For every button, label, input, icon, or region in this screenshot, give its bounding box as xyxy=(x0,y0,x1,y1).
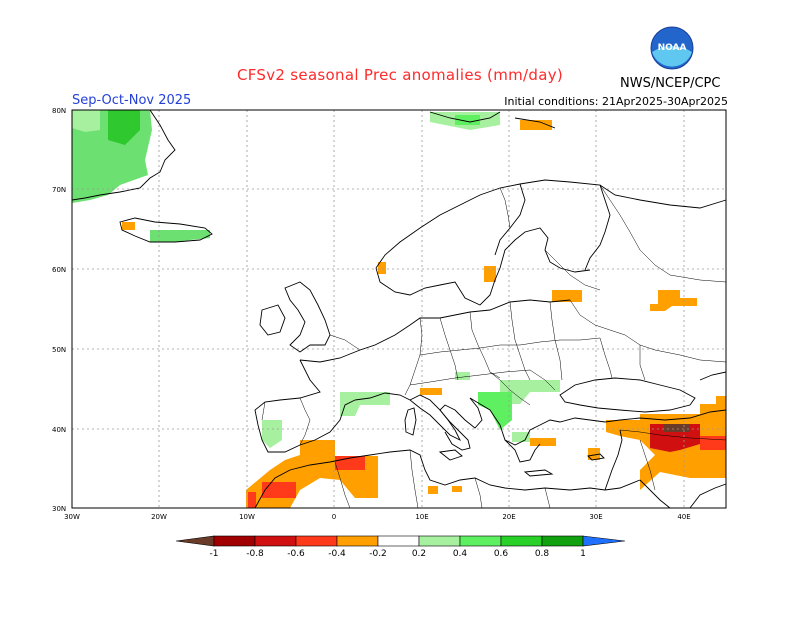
credit-label: NWS/NCEP/CPC xyxy=(620,76,721,91)
morocco-dry-core-3 xyxy=(248,492,256,508)
colorbar-bin-0 xyxy=(213,535,256,547)
lon-tick-20w: 20W xyxy=(151,513,167,521)
colorbar-bin-4 xyxy=(377,535,420,547)
map-background xyxy=(72,110,726,508)
libya-dry-spot-2 xyxy=(452,486,462,492)
colorbar-bin-8 xyxy=(541,535,584,547)
colorbar-bin-7 xyxy=(500,535,543,547)
greece-wet xyxy=(512,432,530,442)
greenland-wet-edge xyxy=(72,110,100,132)
cyprus-dry-spot xyxy=(588,448,600,460)
logo-text: NOAA xyxy=(658,43,687,53)
colorbar-bin-1 xyxy=(254,535,297,547)
baltic-dry xyxy=(552,290,582,302)
anomaly-shading xyxy=(72,110,726,508)
lat-ticks: 80N 70N 60N 50N 40N 30N xyxy=(52,107,66,513)
france-south-wet xyxy=(340,392,390,416)
alps-wet xyxy=(455,372,470,380)
colorbar-bin-5 xyxy=(418,535,461,547)
russia-dry xyxy=(650,290,697,311)
lat-tick-80n: 80N xyxy=(52,107,66,115)
map-title: CFSv2 seasonal Prec anomalies (mm/day) xyxy=(236,66,564,84)
colorbar-label-2: -0.6 xyxy=(287,549,305,559)
map-frame xyxy=(71,109,727,509)
libya-dry-spot xyxy=(428,486,438,494)
adriatic-wet xyxy=(478,392,512,430)
graticule xyxy=(72,110,726,508)
balkans-wet xyxy=(500,380,560,404)
lat-tick-40n: 40N xyxy=(52,426,66,434)
turkey-dry-extreme xyxy=(664,424,690,432)
colorbar-bin-3 xyxy=(336,535,379,547)
lat-tick-60n: 60N xyxy=(52,266,66,274)
country-borders xyxy=(261,184,727,509)
lon-tick-10e: 10E xyxy=(415,513,428,521)
lat-tick-50n: 50N xyxy=(52,346,66,354)
colorbar xyxy=(175,535,626,547)
colorbar-high-arrow xyxy=(582,535,626,547)
lon-tick-10w: 10W xyxy=(239,513,255,521)
lat-tick-70n: 70N xyxy=(52,186,66,194)
colorbar-label-4: -0.2 xyxy=(369,549,387,559)
colorbar-label-7: 0.6 xyxy=(494,549,509,559)
iceland-wet-area xyxy=(150,230,210,242)
lat-tick-30n: 30N xyxy=(52,505,66,513)
lon-ticks: 30W 20W 10W 0 10E 20E 30E 40E xyxy=(64,513,691,521)
norway-dry-spot xyxy=(378,262,386,274)
colorbar-label-3: -0.4 xyxy=(328,549,346,559)
barents-dry xyxy=(520,120,552,130)
lon-tick-20e: 20E xyxy=(502,513,515,521)
colorbar-label-6: 0.4 xyxy=(453,549,468,559)
iceland-dry-spot xyxy=(122,222,135,230)
coastlines xyxy=(71,109,727,509)
colorbar-label-1: -0.8 xyxy=(246,549,264,559)
italy-dry-spot xyxy=(420,388,442,395)
colorbar-label-5: 0.2 xyxy=(412,549,426,559)
colorbar-bin-2 xyxy=(295,535,338,547)
lon-tick-40e: 40E xyxy=(677,513,690,521)
colorbar-low-arrow xyxy=(175,535,215,547)
noaa-logo: NOAA xyxy=(650,26,694,70)
sweden-dry-spot xyxy=(484,266,496,282)
initial-conditions-label: Initial conditions: 21Apr2025-30Apr2025 xyxy=(504,95,728,108)
lon-tick-0: 0 xyxy=(332,513,336,521)
aegean-dry xyxy=(530,438,556,446)
caucasus-dry-core xyxy=(700,436,726,450)
colorbar-label-8: 0.8 xyxy=(535,549,550,559)
colorbar-bin-6 xyxy=(459,535,502,547)
svalbard-wet-core xyxy=(455,115,480,125)
season-label: Sep-Oct-Nov 2025 xyxy=(72,93,192,108)
colorbar-labels: -1 -0.8 -0.6 -0.4 -0.2 0.2 0.4 0.6 0.8 1 xyxy=(210,549,586,559)
colorbar-label-0: -1 xyxy=(210,549,219,559)
lon-tick-30w: 30W xyxy=(64,513,80,521)
greenland-wet-core xyxy=(108,110,140,145)
iberia-wet xyxy=(262,420,282,448)
colorbar-label-9: 1 xyxy=(580,549,586,559)
caspian-dry xyxy=(716,396,726,408)
lon-tick-30e: 30E xyxy=(589,513,602,521)
morocco-dry-core-2 xyxy=(262,482,296,498)
